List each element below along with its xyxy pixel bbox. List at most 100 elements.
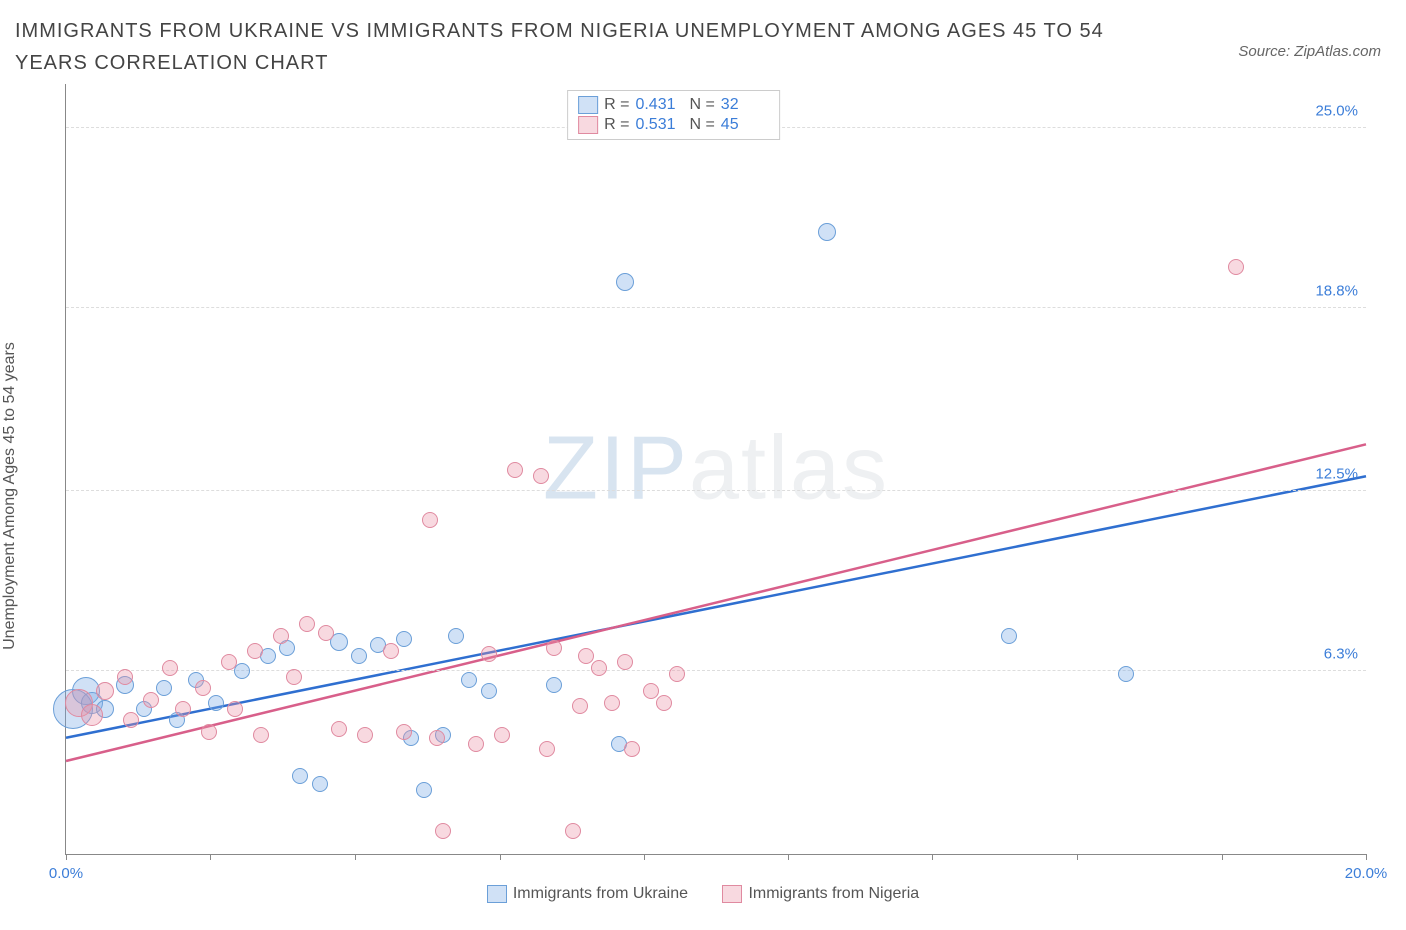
data-point [175,701,191,717]
data-point [81,704,103,726]
data-point [156,680,172,696]
watermark: ZIPatlas [543,418,889,521]
data-point [117,669,133,685]
watermark-left: ZIP [543,419,689,519]
data-point [578,648,594,664]
data-point [429,730,445,746]
data-point [481,683,497,699]
grid-line [66,670,1366,671]
data-point [162,660,178,676]
data-point [312,776,328,792]
source-prefix: Source: [1238,43,1294,60]
data-point [299,616,315,632]
legend-label-nigeria: Immigrants from Nigeria [748,885,919,903]
data-point [656,695,672,711]
data-point [468,736,484,752]
data-point [617,654,633,670]
data-point [253,727,269,743]
data-point [546,640,562,656]
source-citation: Source: ZipAtlas.com [1238,43,1381,60]
x-tick-mark [1366,854,1367,860]
data-point [591,660,607,676]
data-point [494,727,510,743]
data-point [1118,666,1134,682]
swatch-nigeria [722,885,742,903]
data-point [247,643,263,659]
chart-container: Unemployment Among Ages 45 to 54 years Z… [15,84,1391,908]
data-point [461,672,477,688]
data-point [143,692,159,708]
data-point [1228,259,1244,275]
swatch-ukraine [487,885,507,903]
data-point [565,823,581,839]
data-point [572,698,588,714]
data-point [123,712,139,728]
grid-line [66,490,1366,491]
stats-legend-box: R = 0.431 N = 32 R = 0.531 N = 45 [567,90,780,140]
data-point [201,724,217,740]
x-tick-mark [1077,854,1078,860]
x-tick-mark [66,854,67,860]
source-name: ZipAtlas.com [1294,43,1381,60]
data-point [273,628,289,644]
r-value-nigeria: 0.531 [635,116,683,134]
data-point [227,701,243,717]
data-point [435,823,451,839]
data-point [448,628,464,644]
y-tick-label: 6.3% [1324,645,1358,662]
data-point [669,666,685,682]
data-point [351,648,367,664]
scatter-plot: ZIPatlas R = 0.431 N = 32 R = 0.531 N = … [65,84,1366,855]
data-point [331,721,347,737]
data-point [396,631,412,647]
data-point [818,223,836,241]
x-tick-mark [644,854,645,860]
n-label: N = [689,116,714,134]
data-point [292,768,308,784]
r-value-ukraine: 0.431 [635,96,683,114]
trend-line [66,476,1366,738]
data-point [96,682,114,700]
bottom-legend: Immigrants from Ukraine Immigrants from … [15,885,1391,908]
data-point [416,782,432,798]
x-tick-label: 0.0% [49,865,83,882]
y-tick-label: 12.5% [1315,465,1358,482]
y-tick-label: 25.0% [1315,102,1358,119]
stats-row-ukraine: R = 0.431 N = 32 [578,95,769,115]
data-point [507,462,523,478]
data-point [383,643,399,659]
r-label: R = [604,96,629,114]
data-point [533,468,549,484]
data-point [221,654,237,670]
x-tick-mark [355,854,356,860]
r-label: R = [604,116,629,134]
legend-item-nigeria: Immigrants from Nigeria [722,885,919,903]
x-tick-mark [932,854,933,860]
data-point [481,646,497,662]
data-point [422,512,438,528]
n-label: N = [689,96,714,114]
data-point [195,680,211,696]
x-tick-mark [210,854,211,860]
data-point [604,695,620,711]
swatch-ukraine [578,96,598,114]
data-point [546,677,562,693]
x-tick-label: 20.0% [1345,865,1388,882]
data-point [396,724,412,740]
data-point [643,683,659,699]
data-point [539,741,555,757]
y-tick-label: 18.8% [1315,282,1358,299]
data-point [624,741,640,757]
legend-label-ukraine: Immigrants from Ukraine [513,885,688,903]
x-tick-mark [1222,854,1223,860]
data-point [616,273,634,291]
watermark-right: atlas [689,419,889,519]
n-value-ukraine: 32 [721,96,769,114]
y-axis-label: Unemployment Among Ages 45 to 54 years [1,342,19,650]
data-point [208,695,224,711]
x-tick-mark [500,854,501,860]
stats-row-nigeria: R = 0.531 N = 45 [578,115,769,135]
data-point [357,727,373,743]
n-value-nigeria: 45 [721,116,769,134]
data-point [286,669,302,685]
